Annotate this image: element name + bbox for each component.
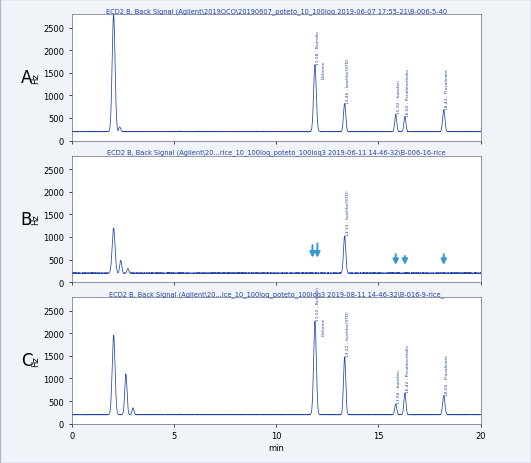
Text: 18.05 - Fluvalinate: 18.05 - Fluvalinate bbox=[445, 354, 449, 395]
Y-axis label: Hz: Hz bbox=[31, 73, 40, 84]
Text: C: C bbox=[21, 352, 32, 369]
Text: Delorme: Delorme bbox=[321, 61, 326, 79]
Text: 13.33 - Isochlor(STD): 13.33 - Isochlor(STD) bbox=[346, 190, 349, 236]
Title: ECD2 B, Back Signal (Agilent\20...rice_10_100loq_poteto_100loq3 2019-06-11 14-46: ECD2 B, Back Signal (Agilent\20...rice_1… bbox=[107, 150, 446, 156]
Text: A: A bbox=[21, 69, 32, 87]
Y-axis label: Hz: Hz bbox=[31, 355, 40, 366]
Title: ECD2 B, Back Signal (Agilent\2019OCO\20190607_poteto_10_100loq 2019-06-07 17:55-: ECD2 B, Back Signal (Agilent\2019OCO\201… bbox=[106, 8, 447, 15]
Text: 15.92 - butafen: 15.92 - butafen bbox=[397, 81, 401, 114]
Text: 13.22 - Isochlor(STD): 13.22 - Isochlor(STD) bbox=[346, 311, 349, 356]
Text: 18.43 - Fluvalinate: 18.43 - Fluvalinate bbox=[445, 69, 449, 110]
Text: 16.42 - Pendimethalin: 16.42 - Pendimethalin bbox=[406, 344, 410, 392]
Text: B: B bbox=[21, 211, 32, 228]
Text: 11.94 - butafen: 11.94 - butafen bbox=[397, 370, 401, 403]
Y-axis label: Hz: Hz bbox=[31, 214, 40, 225]
Text: 11.58 - Butralin: 11.58 - Butralin bbox=[316, 31, 320, 65]
Text: 13.46 - Isochlor(STD): 13.46 - Isochlor(STD) bbox=[346, 58, 349, 103]
Text: 11.52 - Butralin: 11.52 - Butralin bbox=[316, 287, 320, 321]
Title: ECD2 B, Back Signal (Agilent\20...ice_10_100loq_poteto_100loq3 2019-08-11 14-46-: ECD2 B, Back Signal (Agilent\20...ice_10… bbox=[109, 291, 443, 297]
Text: 16.02 - Pendimethalin: 16.02 - Pendimethalin bbox=[406, 69, 410, 117]
Text: Delorme: Delorme bbox=[321, 317, 326, 335]
X-axis label: min: min bbox=[268, 443, 284, 452]
